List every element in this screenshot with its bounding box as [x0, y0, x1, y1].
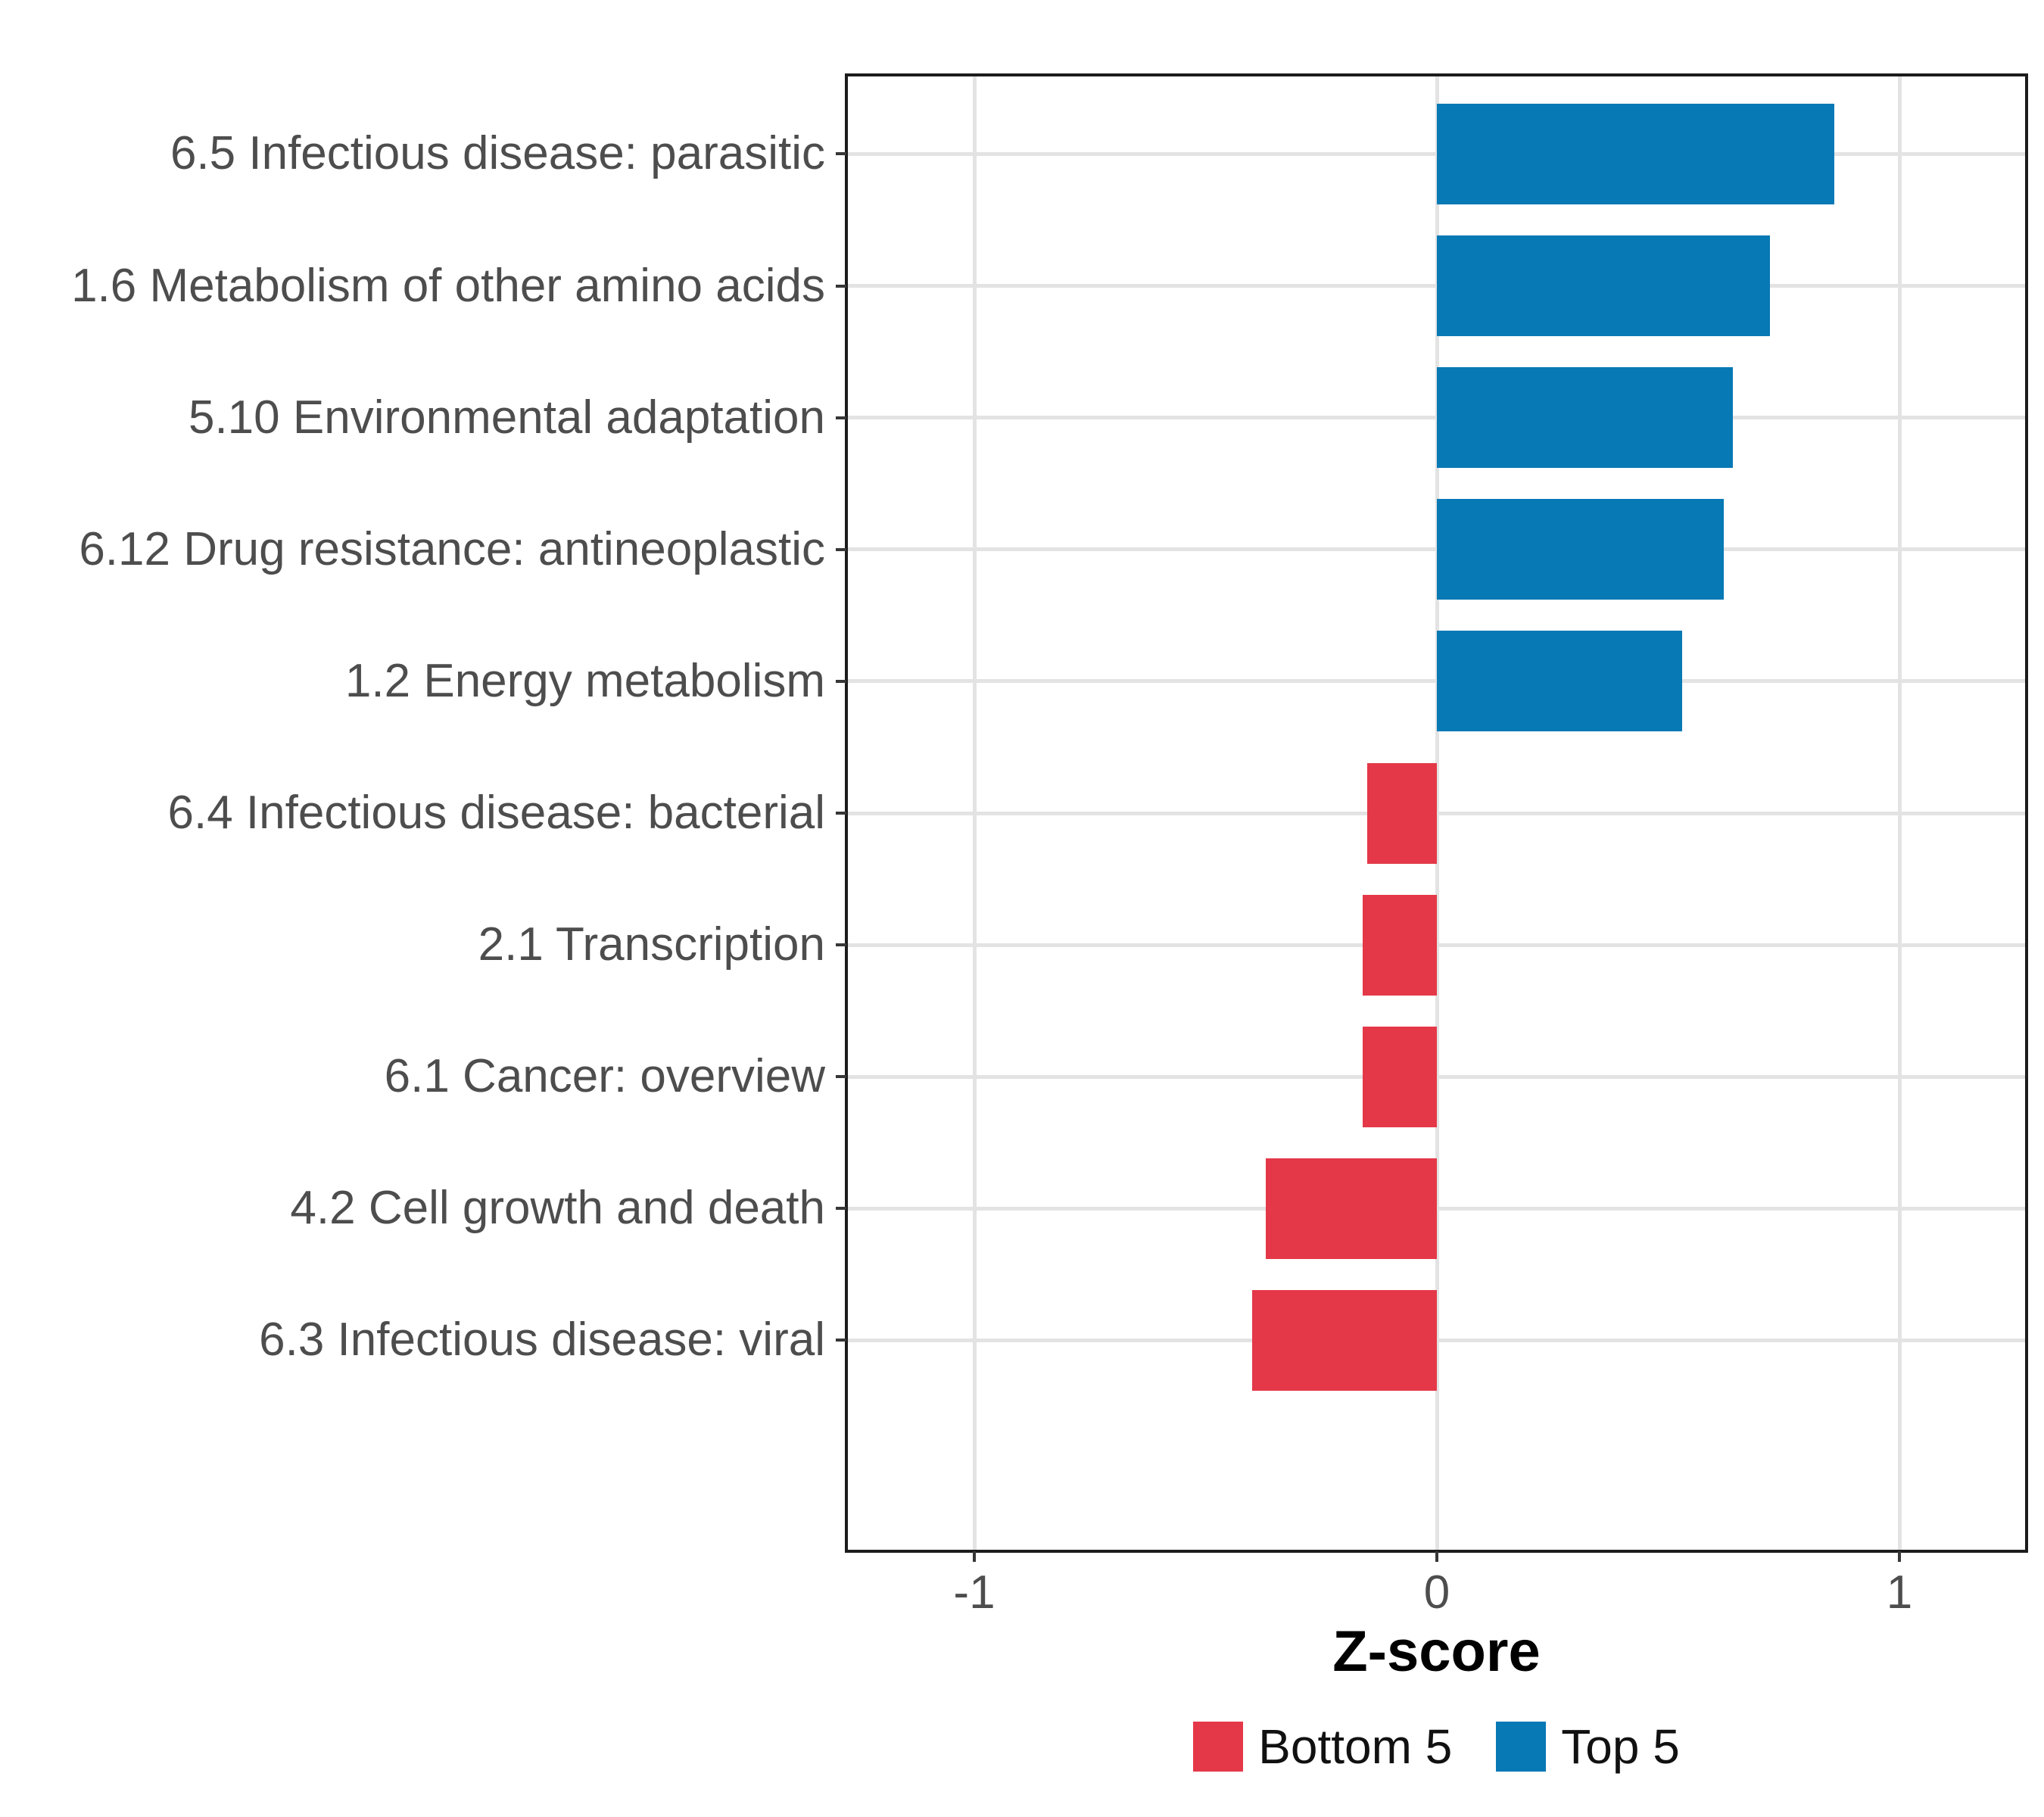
legend-entry-bottom5: Bottom 5 [1193, 1720, 1452, 1773]
y-axis-tick [836, 416, 846, 419]
y-axis-tick [836, 943, 846, 947]
bar [1265, 1158, 1437, 1259]
category-label: 1.6 Metabolism of other amino acids [71, 259, 825, 312]
y-axis-tick [836, 679, 846, 683]
x-axis-tick [1435, 1551, 1438, 1562]
x-axis-title: Z-score [1332, 1619, 1541, 1684]
y-axis-tick [836, 284, 846, 288]
category-label: 2.1 Transcription [478, 918, 825, 971]
x-tick-label: -1 [953, 1566, 996, 1619]
bar [1437, 367, 1734, 469]
legend-label-bottom5: Bottom 5 [1258, 1719, 1453, 1774]
y-axis-tick [836, 152, 846, 156]
gridline-horizontal [846, 679, 2027, 684]
legend-swatch-top5 [1496, 1722, 1547, 1772]
y-axis-tick [836, 1339, 846, 1342]
bar [1363, 1026, 1437, 1127]
category-label: 6.5 Infectious disease: parasitic [170, 127, 825, 180]
y-axis-tick [836, 812, 846, 815]
bar [1437, 103, 1835, 204]
bar [1363, 894, 1437, 996]
gridline-horizontal [846, 284, 2027, 288]
bar [1437, 499, 1724, 600]
y-axis-tick [836, 1075, 846, 1079]
bar [1367, 762, 1437, 864]
legend-entry-top5: Top 5 [1496, 1720, 1680, 1773]
y-axis-tick [836, 1207, 846, 1211]
category-label: 6.1 Cancer: overview [384, 1050, 825, 1103]
x-axis-tick [973, 1551, 976, 1562]
category-label: 6.12 Drug resistance: antineoplastic [79, 522, 825, 575]
y-axis-tick [836, 547, 846, 551]
bar [1437, 631, 1682, 732]
category-label: 6.3 Infectious disease: viral [259, 1314, 825, 1367]
x-axis-tick [1898, 1551, 1901, 1562]
gridline-horizontal [846, 547, 2027, 552]
x-tick-label: 1 [1886, 1566, 1913, 1619]
category-label: 1.2 Energy metabolism [344, 654, 825, 707]
bar [1251, 1289, 1437, 1391]
gridline-horizontal [846, 416, 2027, 420]
legend-label-top5: Top 5 [1561, 1719, 1680, 1774]
category-label: 6.4 Infectious disease: bacterial [167, 787, 825, 839]
bar [1437, 235, 1770, 337]
legend: Bottom 5 Top 5 [846, 1720, 2027, 1773]
legend-swatch-bottom5 [1193, 1722, 1244, 1772]
category-label: 4.2 Cell growth and death [290, 1182, 825, 1235]
category-label: 5.10 Environmental adaptation [188, 391, 825, 444]
x-tick-label: 0 [1423, 1566, 1450, 1619]
gridline-horizontal [846, 151, 2027, 156]
